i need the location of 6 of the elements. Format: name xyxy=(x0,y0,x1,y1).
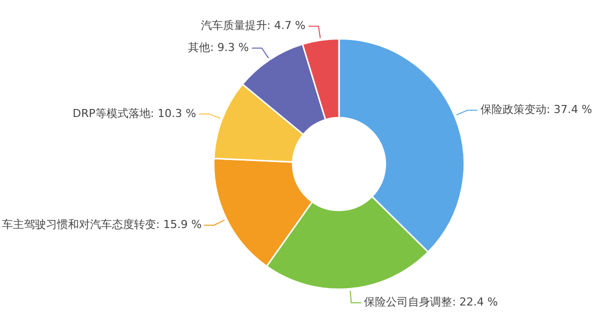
slice-label: 汽车质量提升: 4.7 % xyxy=(200,19,306,32)
slice-label: 保险政策变动: 37.4 % xyxy=(480,103,592,116)
slice-label: 车主驾驶习惯和对汽车态度转变: 15.9 % xyxy=(2,218,202,232)
slice-label: DRP等模式落地: 10.3 % xyxy=(72,106,196,120)
slice-label: 其他: 9.3 % xyxy=(188,40,249,54)
slice-label: 保险公司自身调整: 22.4 % xyxy=(364,296,498,309)
